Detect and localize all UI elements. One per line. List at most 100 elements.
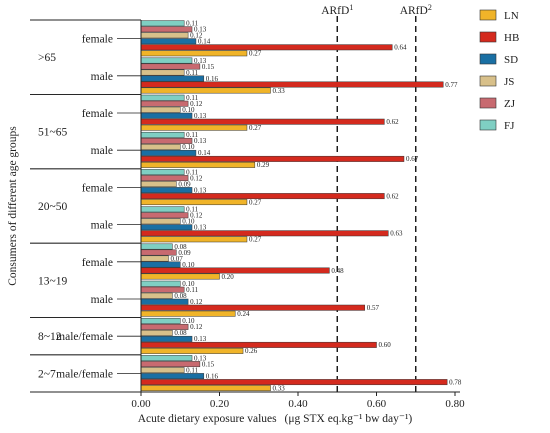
- bar-js: [140, 255, 169, 262]
- bar-js: [140, 367, 185, 374]
- bar-value-label: 0.08: [174, 329, 187, 337]
- bar-value-label: 0.12: [190, 323, 203, 331]
- bar-value-label: 0.10: [182, 143, 195, 151]
- subgroup-label: female: [82, 34, 113, 46]
- bar-js: [140, 69, 185, 76]
- bar-sd: [140, 149, 197, 156]
- bar-hb: [140, 267, 330, 274]
- bar-value-label: 0.14: [198, 38, 211, 46]
- bar-js: [140, 218, 181, 225]
- y-axis-label: Consumers of different age groups: [7, 126, 19, 286]
- legend-label: HB: [504, 32, 519, 44]
- bar-sd: [140, 224, 193, 231]
- bar-hb: [140, 304, 365, 311]
- bar-value-label: 0.12: [190, 212, 203, 220]
- bar-hb: [140, 230, 389, 237]
- x-axis-label: Acute dietary exposure values (μg STX eq…: [138, 413, 413, 425]
- axes: Consumers of different age groups Acute …: [7, 19, 465, 425]
- bar-fj: [140, 20, 185, 27]
- bar-value-label: 0.62: [386, 118, 399, 126]
- bar-hb: [140, 155, 405, 162]
- bar-value-label: 0.62: [386, 192, 399, 200]
- x-tick-label: 0.20: [210, 398, 230, 410]
- bar-value-label: 0.67: [406, 155, 419, 163]
- x-tick-label: 0.80: [445, 398, 465, 410]
- bar-zj: [140, 100, 189, 107]
- legend-label: FJ: [504, 120, 515, 132]
- bar-value-label: 0.09: [178, 180, 191, 188]
- bar-fj: [140, 57, 193, 64]
- bar-value-label: 0.12: [190, 174, 203, 182]
- subgroup-label: female: [82, 182, 113, 194]
- bar-sd: [140, 38, 197, 45]
- bar-value-label: 0.60: [379, 341, 392, 349]
- bar-value-label: 0.11: [186, 286, 198, 294]
- bar-fj: [140, 131, 185, 138]
- bar-value-label: 0.24: [237, 310, 250, 318]
- bar-value-label: 0.11: [186, 168, 198, 176]
- bar-js: [140, 292, 173, 299]
- bar-ln: [140, 347, 244, 354]
- age-group-label: 20~50: [38, 201, 67, 213]
- legend-label: JS: [504, 76, 514, 88]
- bar-value-label: 0.33: [273, 384, 286, 392]
- bar-value-label: 0.10: [182, 280, 195, 288]
- bar-ln: [140, 50, 248, 57]
- legend-swatch-js: [479, 75, 497, 87]
- subgroup-label: female: [82, 108, 113, 120]
- age-group-label: 51~65: [38, 127, 67, 139]
- bar-value-label: 0.12: [190, 32, 203, 40]
- bar-fj: [140, 169, 185, 176]
- bar-value-label: 0.13: [194, 26, 207, 34]
- bar-value-label: 0.11: [186, 366, 198, 374]
- bar-js: [140, 32, 189, 39]
- bar-value-label: 0.11: [186, 69, 198, 77]
- bar-sd: [140, 373, 205, 380]
- bar-hb: [140, 118, 385, 125]
- bar-ln: [140, 236, 248, 243]
- bar-zj: [140, 212, 189, 219]
- bar-value-label: 0.29: [257, 161, 270, 169]
- bar-ln: [140, 199, 248, 206]
- bar-value-label: 0.64: [394, 44, 407, 52]
- age-group-label: >65: [38, 52, 56, 64]
- bar-ln: [140, 124, 248, 131]
- bar-series: 0.110.130.120.140.640.270.130.150.110.16…: [140, 20, 462, 392]
- bar-value-label: 0.07: [170, 255, 183, 263]
- x-axis-label-text: Acute dietary exposure values: [138, 413, 277, 425]
- bar-hb: [140, 44, 393, 51]
- bar-value-label: 0.27: [249, 124, 262, 132]
- bar-ln: [140, 87, 271, 94]
- subgroup-label: male: [91, 220, 113, 232]
- bar-fj: [140, 94, 185, 101]
- legend-swatch-hb: [479, 31, 497, 43]
- legend-label: ZJ: [504, 98, 516, 110]
- bar-hb: [140, 81, 444, 88]
- reference-lines: ARfD1 ARfD2: [321, 3, 432, 392]
- subgroup-label: male: [91, 294, 113, 306]
- bar-value-label: 0.13: [194, 335, 207, 343]
- legend: LN HB SD JS ZJ FJ: [479, 9, 519, 132]
- bar-value-label: 0.10: [182, 317, 195, 325]
- bar-value-label: 0.13: [194, 112, 207, 120]
- age-group-label: 2~7: [38, 368, 56, 380]
- bar-value-label: 0.63: [390, 230, 403, 238]
- age-group-label: 8~12: [38, 331, 62, 343]
- subgroup-label: male: [91, 145, 113, 157]
- bar-fj: [140, 243, 173, 250]
- bar-value-label: 0.16: [206, 75, 219, 83]
- subgroup-label: male/female: [56, 368, 113, 380]
- legend-swatch-fj: [479, 119, 497, 131]
- bar-value-label: 0.10: [182, 106, 195, 114]
- bar-sd: [140, 261, 181, 268]
- bar-value-label: 0.77: [445, 81, 458, 89]
- bar-value-label: 0.16: [206, 372, 219, 380]
- bar-ln: [140, 161, 256, 168]
- bar-value-label: 0.08: [174, 292, 187, 300]
- bar-value-label: 0.13: [194, 354, 207, 362]
- bar-hb: [140, 341, 377, 348]
- x-axis-label-unit: (μg STX eq.kg⁻¹ bw day⁻¹): [285, 413, 413, 425]
- bar-value-label: 0.33: [273, 87, 286, 95]
- bar-ln: [140, 310, 236, 317]
